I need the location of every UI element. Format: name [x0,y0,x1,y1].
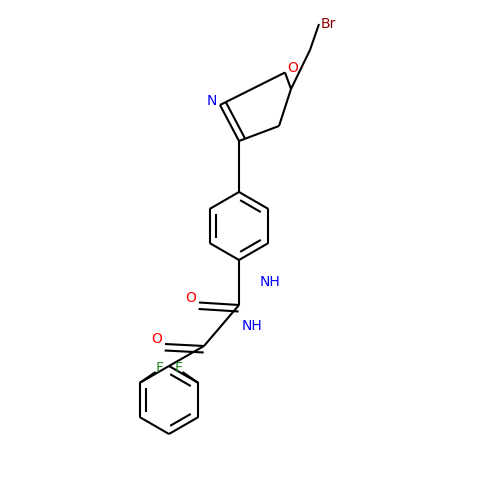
Text: O: O [152,332,162,346]
Text: F: F [174,361,182,375]
Text: NH: NH [260,276,281,289]
Text: O: O [186,290,196,304]
Text: Br: Br [321,17,336,31]
Text: F: F [156,361,164,375]
Text: O: O [288,60,298,74]
Text: NH: NH [242,318,262,332]
Text: N: N [207,94,217,108]
